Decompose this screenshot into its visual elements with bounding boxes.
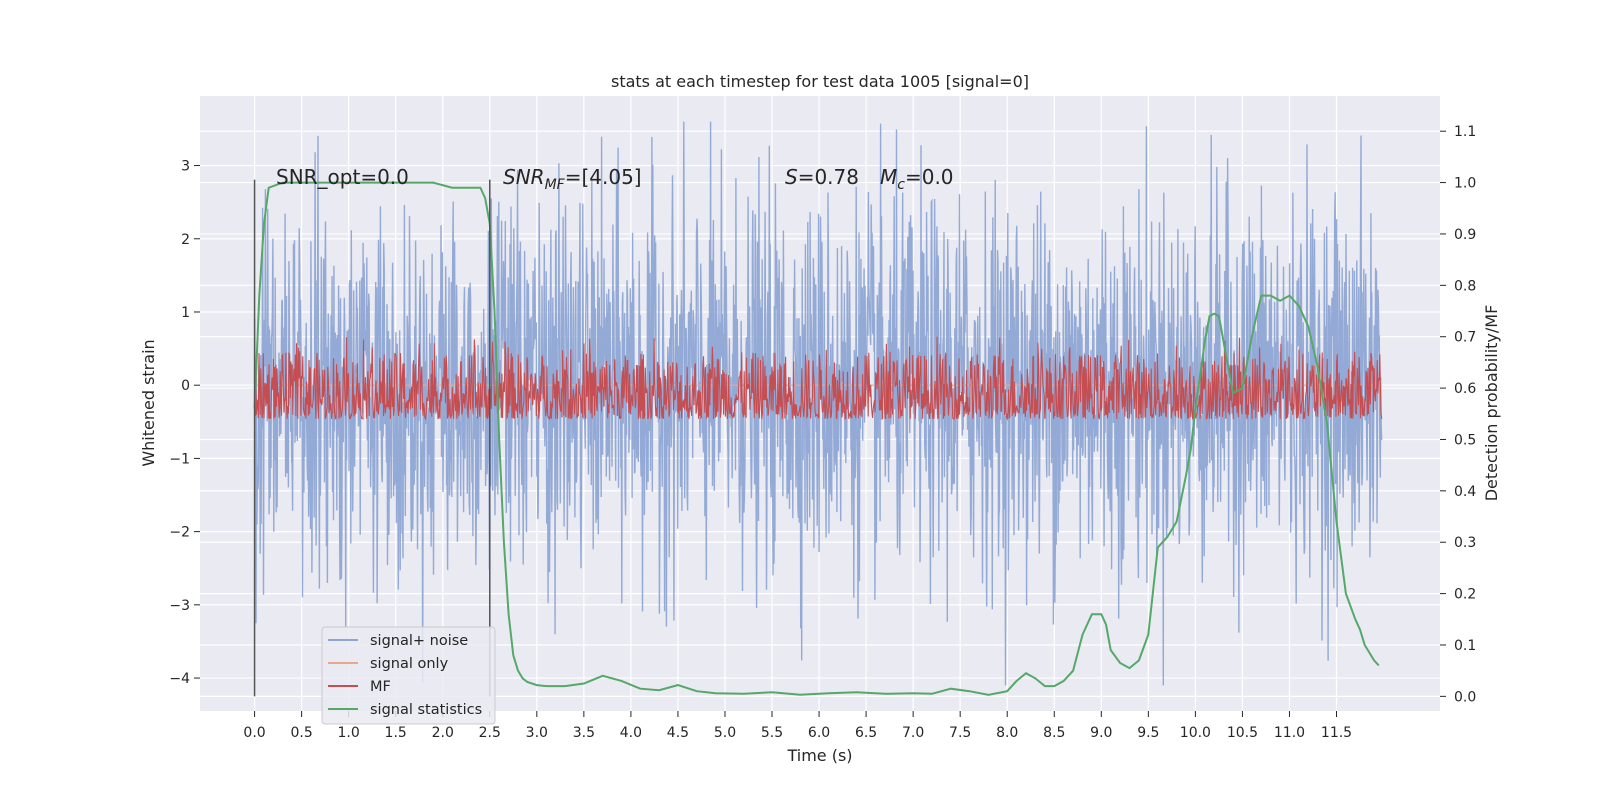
y2-tick-label-9: 0.9	[1454, 227, 1476, 243]
s-symbol: S	[785, 165, 798, 189]
y2-tick-label-6: 0.6	[1454, 381, 1476, 397]
axes: −4 −3 −2 −1 0 1 2 3 0.0 0.1 0.2 0.3 0.4 0.5 0.6 0.7 0.8 0…	[169, 124, 1476, 741]
annotation-mc: Mc=0.0	[880, 165, 954, 193]
legend-label-signal-only: signal only	[370, 656, 449, 672]
x-tick-label-1: 0.5	[290, 725, 312, 741]
mc-subscript: c	[897, 177, 905, 193]
y2-tick-label-10: 1.0	[1454, 176, 1476, 192]
y2-tick-label-11: 1.1	[1454, 124, 1476, 140]
y-tick-label-6: 2	[181, 232, 190, 248]
x-tick-label-10: 5.0	[714, 725, 736, 741]
x-tick-label-20: 10.0	[1180, 725, 1211, 741]
y-tick-label-7: 3	[181, 159, 190, 175]
x-tick-label-14: 7.0	[902, 725, 924, 741]
y-tick-label-1: −3	[169, 598, 190, 614]
x-tick-label-6: 3.0	[526, 725, 548, 741]
annotation-snr-mf: SNRMF=[4.05]	[503, 165, 642, 193]
x-tick-label-19: 9.5	[1137, 725, 1159, 741]
series-signal-statistics	[253, 181, 1380, 696]
legend-box	[321, 626, 496, 725]
annotation-snr-opt: SNR_opt=0.0	[276, 165, 409, 189]
x-tick-label-3: 1.5	[385, 725, 407, 741]
legend: signal+ noise signal only MF signal stat…	[321, 626, 496, 725]
y-tick-label-4: 0	[181, 378, 190, 394]
x-tick-label-23: 11.5	[1321, 725, 1352, 741]
y2-tick-label-3: 0.3	[1454, 535, 1476, 551]
y-tick-label-3: −1	[169, 451, 190, 467]
y2-tick-label-7: 0.7	[1454, 330, 1476, 346]
y2-tick-label-5: 0.5	[1454, 432, 1476, 448]
x-axis-label: Time (s)	[786, 746, 852, 765]
x-tick-label-13: 6.5	[855, 725, 877, 741]
series-mf	[254, 336, 1383, 421]
y2-tick-label-2: 0.2	[1454, 587, 1476, 603]
x-tick-label-16: 8.0	[996, 725, 1018, 741]
series-signal-noise	[253, 121, 1383, 686]
y2-tick-label-4: 0.4	[1454, 484, 1476, 500]
annotation-s: S=0.78	[785, 165, 859, 189]
y2-axis-label: Detection probability/MF	[1482, 305, 1501, 502]
legend-label-signal-noise: signal+ noise	[370, 633, 468, 649]
x-tick-label-17: 8.5	[1043, 725, 1065, 741]
x-tick-label-22: 11.0	[1274, 725, 1305, 741]
x-tick-label-5: 2.5	[479, 725, 501, 741]
snr-mf-subscript: MF	[545, 177, 566, 193]
y-tick-label-2: −2	[169, 525, 190, 541]
x-tick-label-21: 10.5	[1227, 725, 1258, 741]
data-layer	[253, 121, 1383, 697]
mc-value: =0.0	[905, 165, 954, 189]
x-tick-label-12: 6.0	[808, 725, 830, 741]
y-axis-label: Whitened strain	[139, 339, 158, 466]
y2-tick-label-0: 0.0	[1454, 689, 1476, 705]
chart-title: stats at each timestep for test data 100…	[611, 72, 1029, 91]
s-value: =0.78	[798, 165, 859, 189]
x-tick-label-7: 3.5	[573, 725, 595, 741]
x-tick-label-2: 1.0	[338, 725, 360, 741]
legend-label-mf: MF	[370, 679, 391, 695]
x-tick-label-4: 2.0	[432, 725, 454, 741]
y-tick-label-0: −4	[169, 671, 190, 687]
x-tick-label-9: 4.5	[667, 725, 689, 741]
legend-label-signal-statistics: signal statistics	[370, 702, 482, 718]
snr-mf-symbol: SNR	[503, 165, 545, 189]
x-tick-label-0: 0.0	[243, 725, 265, 741]
x-tick-label-11: 5.5	[761, 725, 783, 741]
x-tick-label-8: 4.0	[620, 725, 642, 741]
y-tick-label-5: 1	[181, 305, 190, 321]
x-tick-label-18: 9.0	[1090, 725, 1112, 741]
snr-mf-value: =[4.05]	[565, 165, 642, 189]
y2-tick-label-8: 0.8	[1454, 278, 1476, 294]
y2-tick-label-1: 0.1	[1454, 638, 1476, 654]
mc-symbol: M	[880, 165, 897, 189]
x-tick-label-15: 7.5	[949, 725, 971, 741]
